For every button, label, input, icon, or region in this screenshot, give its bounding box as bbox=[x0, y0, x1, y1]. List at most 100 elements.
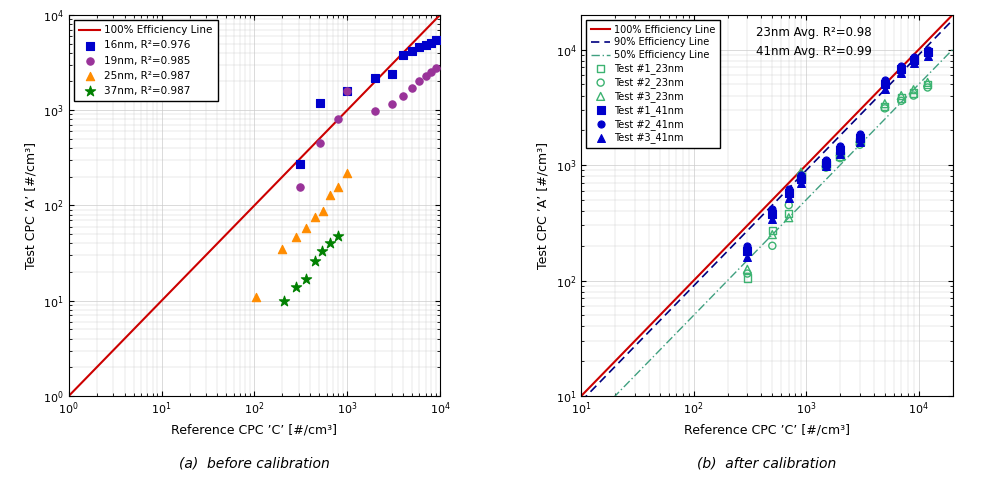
Test #1_23nm bbox=[781, 209, 796, 217]
Test #3_23nm bbox=[852, 135, 868, 143]
19nm, R²=0.985 bbox=[340, 87, 355, 95]
Test #3_23nm bbox=[877, 100, 893, 108]
Test #2_23nm bbox=[739, 270, 755, 278]
19nm, R²=0.985 bbox=[384, 100, 400, 108]
Test #3_23nm bbox=[739, 265, 755, 273]
Test #2_23nm bbox=[894, 97, 909, 105]
37nm, R²=0.987 bbox=[307, 257, 323, 265]
19nm, R²=0.985 bbox=[418, 72, 434, 80]
25nm, R²=0.987 bbox=[330, 183, 346, 191]
Test #2_41nm bbox=[739, 242, 755, 250]
16nm, R²=0.976 bbox=[293, 160, 308, 168]
Test #3_41nm bbox=[818, 162, 834, 170]
Y-axis label: Test CPC ’A’ [#/cm³]: Test CPC ’A’ [#/cm³] bbox=[25, 142, 37, 269]
Text: (a)  before calibration: (a) before calibration bbox=[179, 457, 330, 471]
Test #3_23nm bbox=[832, 148, 847, 156]
19nm, R²=0.985 bbox=[396, 92, 411, 100]
Test #3_23nm bbox=[818, 159, 834, 167]
Test #1_41nm bbox=[877, 80, 893, 88]
25nm, R²=0.987 bbox=[299, 224, 314, 232]
Test #2_23nm bbox=[832, 154, 847, 162]
37nm, R²=0.987 bbox=[314, 248, 330, 255]
Test #1_23nm bbox=[920, 80, 936, 88]
Test #1_41nm bbox=[818, 159, 834, 167]
Test #3_41nm bbox=[793, 179, 809, 187]
37nm, R²=0.987 bbox=[322, 240, 338, 248]
Test #1_23nm bbox=[764, 227, 780, 235]
Test #1_23nm bbox=[832, 152, 847, 160]
16nm, R²=0.976 bbox=[340, 87, 355, 95]
25nm, R²=0.987 bbox=[307, 213, 323, 221]
37nm, R²=0.987 bbox=[288, 283, 303, 291]
Test #2_41nm bbox=[894, 62, 909, 70]
19nm, R²=0.985 bbox=[312, 139, 328, 147]
Y-axis label: Test CPC ’A’ [#/cm³]: Test CPC ’A’ [#/cm³] bbox=[537, 142, 550, 269]
25nm, R²=0.987 bbox=[315, 207, 331, 215]
Test #2_41nm bbox=[877, 76, 893, 84]
16nm, R²=0.976 bbox=[423, 39, 439, 47]
Test #2_23nm bbox=[793, 171, 809, 179]
19nm, R²=0.985 bbox=[405, 84, 420, 92]
19nm, R²=0.985 bbox=[428, 63, 444, 71]
Test #3_41nm bbox=[877, 85, 893, 93]
Test #3_41nm bbox=[781, 194, 796, 202]
Test #2_41nm bbox=[764, 204, 780, 212]
Test #2_23nm bbox=[877, 104, 893, 112]
Test #1_41nm bbox=[781, 189, 796, 197]
Text: (b)  after calibration: (b) after calibration bbox=[697, 457, 837, 471]
Text: 23nm Avg. R²=0.98
41nm Avg. R²=0.99: 23nm Avg. R²=0.98 41nm Avg. R²=0.99 bbox=[756, 26, 872, 58]
Test #2_23nm bbox=[905, 92, 921, 99]
Test #3_23nm bbox=[920, 78, 936, 86]
Test #1_23nm bbox=[877, 103, 893, 111]
16nm, R²=0.976 bbox=[418, 41, 434, 49]
16nm, R²=0.976 bbox=[312, 99, 328, 106]
Test #1_41nm bbox=[920, 48, 936, 56]
Test #2_41nm bbox=[832, 143, 847, 150]
Test #3_41nm bbox=[832, 150, 847, 158]
Test #3_23nm bbox=[781, 214, 796, 222]
16nm, R²=0.976 bbox=[396, 51, 411, 59]
Legend: 100% Efficiency Line, 90% Efficiency Line, 50% Efficiency Line, Test #1_23nm, Te: 100% Efficiency Line, 90% Efficiency Lin… bbox=[586, 20, 721, 148]
Test #1_23nm bbox=[905, 89, 921, 97]
Test #2_41nm bbox=[905, 52, 921, 60]
37nm, R²=0.987 bbox=[330, 232, 346, 240]
25nm, R²=0.987 bbox=[322, 191, 338, 198]
16nm, R²=0.976 bbox=[384, 70, 400, 78]
19nm, R²=0.985 bbox=[423, 68, 439, 76]
Test #1_41nm bbox=[905, 55, 921, 63]
Test #1_23nm bbox=[818, 161, 834, 169]
Legend: 100% Efficiency Line, 16nm, R²=0.976, 19nm, R²=0.985, 25nm, R²=0.987, 37nm, R²=0: 100% Efficiency Line, 16nm, R²=0.976, 19… bbox=[74, 20, 218, 101]
Test #2_23nm bbox=[764, 242, 780, 250]
Test #3_23nm bbox=[894, 92, 909, 99]
Test #1_23nm bbox=[793, 172, 809, 180]
Test #2_23nm bbox=[852, 141, 868, 148]
Test #3_23nm bbox=[905, 86, 921, 94]
19nm, R²=0.985 bbox=[411, 78, 427, 86]
19nm, R²=0.985 bbox=[293, 183, 308, 191]
16nm, R²=0.976 bbox=[405, 47, 420, 55]
Test #1_41nm bbox=[852, 135, 868, 143]
19nm, R²=0.985 bbox=[367, 107, 383, 115]
25nm, R²=0.987 bbox=[340, 169, 355, 177]
Test #3_41nm bbox=[764, 215, 780, 223]
Test #1_23nm bbox=[852, 138, 868, 146]
Test #3_41nm bbox=[905, 59, 921, 67]
37nm, R²=0.987 bbox=[299, 275, 314, 283]
Test #3_23nm bbox=[764, 231, 780, 239]
Test #1_23nm bbox=[894, 94, 909, 102]
Test #2_23nm bbox=[818, 164, 834, 172]
25nm, R²=0.987 bbox=[288, 233, 303, 241]
Test #1_41nm bbox=[793, 175, 809, 183]
Test #2_41nm bbox=[781, 185, 796, 193]
Test #1_41nm bbox=[894, 65, 909, 73]
Test #3_41nm bbox=[920, 52, 936, 60]
16nm, R²=0.976 bbox=[367, 74, 383, 82]
X-axis label: Reference CPC ’C’ [#/cm³]: Reference CPC ’C’ [#/cm³] bbox=[683, 423, 849, 436]
16nm, R²=0.976 bbox=[428, 36, 444, 44]
Test #1_23nm bbox=[739, 274, 755, 282]
Test #3_41nm bbox=[739, 253, 755, 261]
Test #2_23nm bbox=[781, 201, 796, 209]
Test #2_41nm bbox=[793, 171, 809, 179]
25nm, R²=0.987 bbox=[248, 293, 264, 301]
Test #3_41nm bbox=[852, 138, 868, 146]
